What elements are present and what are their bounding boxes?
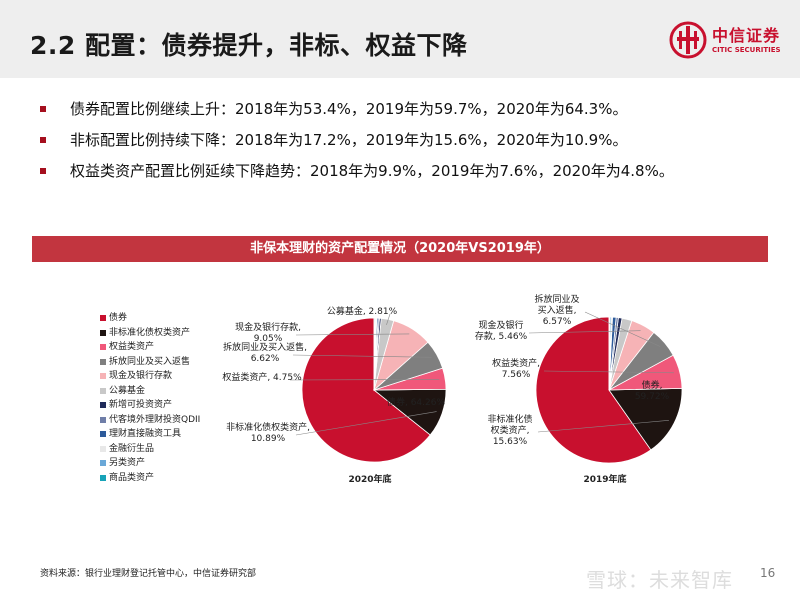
slice-label: 权益类资产, 7.56% (492, 357, 540, 380)
bullet-list: 债券配置比例继续上升：2018年为53.4%，2019年为59.7%，2020年… (40, 98, 780, 191)
pie-chart-2020: 债券, 64.26% 非标准化债权类资产, 10.89% 权益类资产, 4.75% 拆放… (222, 305, 447, 485)
slice-label: 拆放同业及买入返售, 6.57% (534, 293, 579, 327)
legend-label: 公募基金 (109, 385, 146, 396)
legend-swatch (100, 460, 106, 466)
leader-line (584, 311, 661, 347)
leader-line (528, 330, 641, 334)
square-bullet-icon (40, 106, 46, 112)
pie-charts: 债券, 64.26% 非标准化债权类资产, 10.89% 权益类资产, 4.75% 拆放… (222, 293, 683, 485)
legend-label: 非标准化债权类资产 (109, 327, 191, 338)
slice-label: 拆放同业及买入返售, 6.62% (223, 341, 307, 364)
legend-item: 拆放同业及买入返售 (100, 355, 200, 370)
slice-label: 债券, 64.26% (387, 396, 445, 408)
legend-label: 商品类资产 (109, 472, 155, 483)
leader-line (295, 333, 410, 336)
legend-label: 权益类资产 (109, 342, 155, 352)
page-number: 16 (760, 566, 776, 580)
slice-label: 公募基金, 2.81% (327, 305, 398, 317)
pie-slice (608, 387, 683, 451)
slice-label: 非标准化债权类资产, 15.63% (487, 413, 532, 447)
legend-item: 现金及银行存款 (100, 369, 200, 384)
legend-swatch (100, 387, 106, 394)
pie-slice (535, 316, 652, 464)
legend-item: 权益类资产 (100, 340, 200, 355)
pie-slice (373, 317, 376, 391)
bullet-item: 非标配置比例持续下降：2018年为17.2%，2019年为15.6%，2020年… (40, 129, 780, 160)
citic-logo: 中信证券 CITIC SECURITIES (668, 20, 792, 64)
legend-swatch (100, 402, 106, 408)
legend-item: 金融衍生品 (100, 442, 200, 457)
legend-item: 非标准化债权类资产 (100, 326, 200, 341)
legend-item: 新增可投资资产 (100, 398, 200, 413)
legend-item: 代客境外理财投资QDII (100, 413, 200, 428)
legend-item: 另类资产 (100, 456, 200, 471)
pie-chart-2019: 债券, 59.72% 非标准化债权类资产, 15.63% 权益类资产, 7.56% 拆放同业… (475, 293, 683, 485)
logo-subtitle: CITIC SECURITIES (712, 46, 781, 54)
chart-legend: 债券非标准化债权类资产 权益类资产拆放同业及买入返售 现金及银行存款 公募基金新增可投… (100, 311, 200, 485)
pie-title: 2020年底 (348, 473, 391, 485)
slice-label: 债券, 59.72% (635, 379, 670, 402)
legend-swatch (100, 445, 106, 452)
legend-swatch (100, 373, 106, 379)
bullet-text: 债券配置比例继续上升：2018年为53.4%，2019年为59.7%，2020年… (70, 100, 628, 118)
slice-label: 非标准化债权类资产, 10.89% (226, 421, 310, 444)
legend-swatch (100, 431, 106, 437)
header-bar: 2.2 配置：债券提升，非标、权益下降 中信证券 CITIC SECURITIE… (0, 0, 800, 78)
legend-label: 新增可投资资产 (109, 400, 173, 410)
bullet-item: 权益类资产配置比例延续下降趋势：2018年为9.9%，2019年为7.6%，20… (40, 160, 780, 191)
watermark: 雪球：未来智库 (586, 568, 733, 592)
legend-item: 商品类资产 (100, 471, 200, 486)
logo-name: 中信证券 (712, 26, 781, 45)
source-note: 资料来源：银行业理财登记托管中心，中信证券研究部 (40, 569, 257, 579)
legend-label: 现金及银行存款 (109, 371, 173, 381)
legend-swatch (100, 315, 106, 321)
bullet-item: 债券配置比例继续上升：2018年为53.4%，2019年为59.7%，2020年… (40, 98, 780, 129)
legend-label: 拆放同业及买入返售 (109, 356, 191, 367)
bullet-text: 权益类资产配置比例延续下降趋势：2018年为9.9%，2019年为7.6%，20… (70, 162, 674, 180)
citic-logo-icon (669, 21, 707, 59)
leader-line (292, 354, 432, 358)
pie-slice (301, 317, 431, 463)
slice-label: 现金及银行存款, 9.05% (235, 321, 301, 344)
square-bullet-icon (40, 137, 46, 143)
banner-title: 非保本理财的资产配置情况（2020年VS2019年） (250, 241, 550, 256)
slice-label: 现金及银行存款, 5.46% (475, 319, 528, 342)
legend-item: 理财直接融资工具 (100, 427, 200, 442)
page-title: 2.2 配置：债券提升，非标、权益下降 (30, 31, 468, 60)
legend-swatch (100, 344, 106, 350)
legend-label: 金融衍生品 (109, 443, 155, 454)
section-banner: 非保本理财的资产配置情况（2020年VS2019年） (32, 236, 768, 262)
legend-swatch (100, 416, 106, 423)
leader-line (289, 379, 440, 381)
legend-label: 债券 (109, 313, 128, 323)
leader-line (295, 411, 437, 436)
legend-label: 理财直接融资工具 (109, 429, 182, 439)
legend-item: 公募基金 (100, 384, 200, 399)
legend-swatch (100, 329, 106, 336)
leader-line (386, 313, 391, 326)
legend-item: 债券 (100, 311, 200, 326)
pie-title: 2019年底 (583, 473, 626, 485)
legend-swatch (100, 474, 106, 481)
legend-label: 代客境外理财投资QDII (109, 414, 201, 425)
legend-swatch (100, 358, 106, 365)
bullet-text: 非标配置比例持续下降：2018年为17.2%，2019年为15.6%，2020年… (70, 131, 628, 149)
leader-line (537, 420, 669, 433)
legend-label: 另类资产 (109, 458, 146, 468)
square-bullet-icon (40, 168, 46, 174)
slice-label: 权益类资产, 4.75% (222, 371, 302, 383)
leader-line (543, 370, 674, 374)
